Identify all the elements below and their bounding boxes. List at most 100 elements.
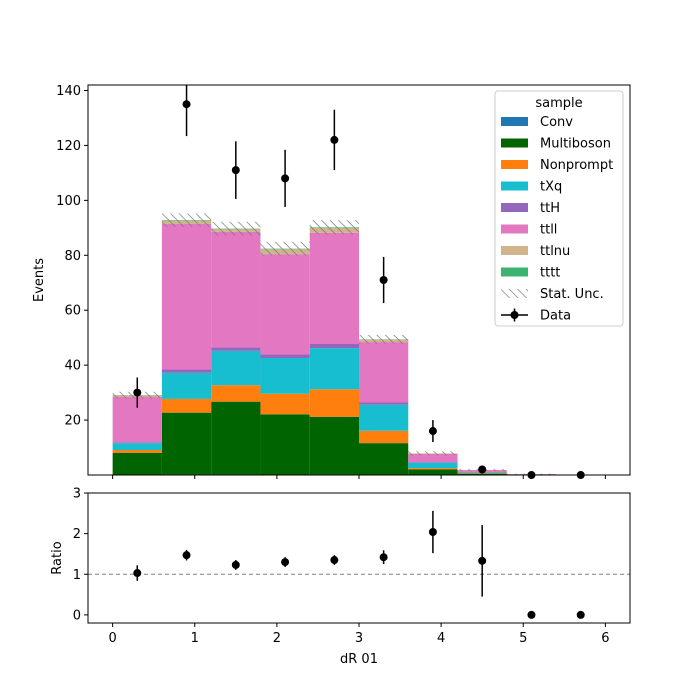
bar-multiboson-bin-2 bbox=[211, 401, 261, 475]
x-tick-label: 1 bbox=[191, 631, 199, 646]
stat-unc-band-bin-1 bbox=[161, 213, 212, 227]
x-axis-label: dR 01 bbox=[340, 652, 378, 667]
bar-nonprompt-bin-6 bbox=[408, 468, 458, 470]
x-tick-label: 3 bbox=[355, 631, 363, 646]
legend-swatch bbox=[501, 224, 528, 234]
legend-label: tttt bbox=[540, 266, 560, 281]
main-y-tick-label: 40 bbox=[64, 359, 81, 374]
stat-unc-band-bin-2 bbox=[211, 221, 261, 236]
ratio-y-tick-label: 0 bbox=[73, 608, 81, 623]
ratio-point bbox=[182, 551, 191, 560]
bar-nonprompt-bin-5 bbox=[359, 430, 409, 444]
data-points bbox=[133, 85, 585, 479]
legend-label: tXq bbox=[540, 180, 562, 195]
bar-txq-bin-1 bbox=[161, 372, 212, 399]
legend-item: ttH bbox=[501, 201, 560, 216]
main-y-tick-label: 120 bbox=[56, 139, 81, 154]
main-x-ticks bbox=[112, 475, 606, 479]
ratio-point bbox=[281, 558, 290, 567]
legend-label: ttll bbox=[540, 223, 557, 238]
bar-ttll-bin-5 bbox=[359, 342, 409, 403]
bar-multiboson-bin-4 bbox=[309, 416, 359, 475]
x-tick-label: 6 bbox=[601, 631, 609, 646]
legend-label: Stat. Unc. bbox=[540, 287, 604, 302]
stat-unc-band-bin-5 bbox=[359, 334, 409, 344]
data-point bbox=[281, 174, 290, 183]
bar-ttll-bin-6 bbox=[408, 453, 458, 463]
data-point bbox=[330, 135, 339, 144]
legend-label: ttlnu bbox=[540, 244, 570, 259]
main-y-axis-label: Events bbox=[32, 258, 47, 302]
bar-nonprompt-bin-1 bbox=[161, 398, 212, 413]
bar-ttll-bin-1 bbox=[161, 223, 212, 370]
main-y-tick-label: 80 bbox=[64, 249, 81, 264]
legend-label: Data bbox=[540, 309, 571, 324]
stat-unc-band-bin-6 bbox=[408, 451, 458, 456]
bar-tth-bin-0 bbox=[112, 442, 162, 444]
legend-swatch bbox=[501, 203, 528, 212]
stacked-bars bbox=[112, 220, 557, 475]
data-point bbox=[478, 465, 487, 474]
ratio-point bbox=[527, 610, 536, 619]
legend-item: Stat. Unc. bbox=[501, 287, 604, 302]
ratio-y-tick-label: 3 bbox=[73, 487, 81, 502]
bar-multiboson-bin-1 bbox=[161, 412, 212, 475]
legend-item: tXq bbox=[501, 180, 562, 195]
data-point bbox=[231, 166, 240, 175]
legend-item: Multiboson bbox=[501, 137, 611, 152]
ratio-point bbox=[478, 556, 487, 565]
legend-title: sample bbox=[535, 96, 582, 111]
bar-tth-bin-2 bbox=[211, 347, 261, 351]
data-point bbox=[133, 388, 142, 397]
ratio-point bbox=[379, 553, 388, 562]
legend-label: Nonprompt bbox=[540, 158, 613, 173]
main-y-tick-label: 20 bbox=[64, 414, 81, 429]
ratio-plot: 0 1 2 3 0 1 2 3 4 5 6 Ratio dR 01 bbox=[50, 487, 631, 667]
legend: sample Conv Multiboson Nonprompt tXq ttH ttll… bbox=[494, 90, 624, 327]
legend-swatch bbox=[501, 181, 528, 191]
ratio-y-tick-label: 2 bbox=[73, 527, 81, 542]
legend-item: ttlnu bbox=[501, 244, 570, 259]
x-tick-label: 4 bbox=[437, 631, 445, 646]
ratio-y-ticks: 0 1 2 3 bbox=[73, 487, 88, 623]
bar-ttll-bin-4 bbox=[309, 232, 359, 344]
ratio-point bbox=[576, 610, 585, 619]
bar-nonprompt-bin-4 bbox=[309, 389, 359, 417]
bar-nonprompt-bin-3 bbox=[260, 393, 310, 415]
bar-txq-bin-2 bbox=[211, 350, 261, 386]
main-y-tick-label: 100 bbox=[56, 194, 81, 209]
legend-box bbox=[494, 90, 624, 327]
ratio-point bbox=[330, 556, 339, 565]
bar-txq-bin-5 bbox=[359, 404, 409, 431]
legend-swatch bbox=[501, 160, 528, 169]
ratio-x-ticks: 0 1 2 3 4 5 6 bbox=[108, 623, 610, 646]
ratio-point bbox=[133, 569, 142, 578]
bar-tth-bin-6 bbox=[408, 462, 458, 463]
main-y-tick-label: 60 bbox=[64, 304, 81, 319]
ratio-y-tick-label: 1 bbox=[73, 568, 81, 583]
legend-swatch-marker bbox=[510, 311, 519, 319]
data-point bbox=[182, 100, 191, 109]
main-y-ticks: 20 40 60 80 100 120 140 bbox=[56, 84, 88, 429]
legend-item: tttt bbox=[501, 266, 560, 281]
bar-ttll-bin-2 bbox=[211, 231, 261, 348]
legend-label: Conv bbox=[540, 115, 573, 130]
data-point bbox=[428, 427, 437, 436]
bar-multiboson-bin-3 bbox=[260, 414, 310, 475]
bar-nonprompt-bin-0 bbox=[112, 450, 162, 453]
ratio-point bbox=[231, 560, 240, 569]
legend-item: ttll bbox=[501, 223, 557, 238]
legend-item: Nonprompt bbox=[501, 158, 613, 173]
main-plot: 20 40 60 80 100 120 140 Events sample Conv Mult… bbox=[32, 84, 631, 479]
legend-swatch bbox=[501, 289, 528, 298]
x-tick-label: 2 bbox=[273, 631, 281, 646]
legend-item: Conv bbox=[501, 115, 573, 130]
bar-tth-bin-4 bbox=[309, 343, 359, 349]
bar-txq-bin-4 bbox=[309, 348, 359, 390]
bar-txq-bin-6 bbox=[408, 462, 458, 469]
stat-unc-band-bin-4 bbox=[309, 220, 359, 235]
legend-swatch bbox=[501, 138, 528, 148]
x-tick-label: 0 bbox=[108, 631, 116, 646]
legend-items: Conv Multiboson Nonprompt tXq ttH ttll ttlnu tt… bbox=[501, 115, 613, 324]
